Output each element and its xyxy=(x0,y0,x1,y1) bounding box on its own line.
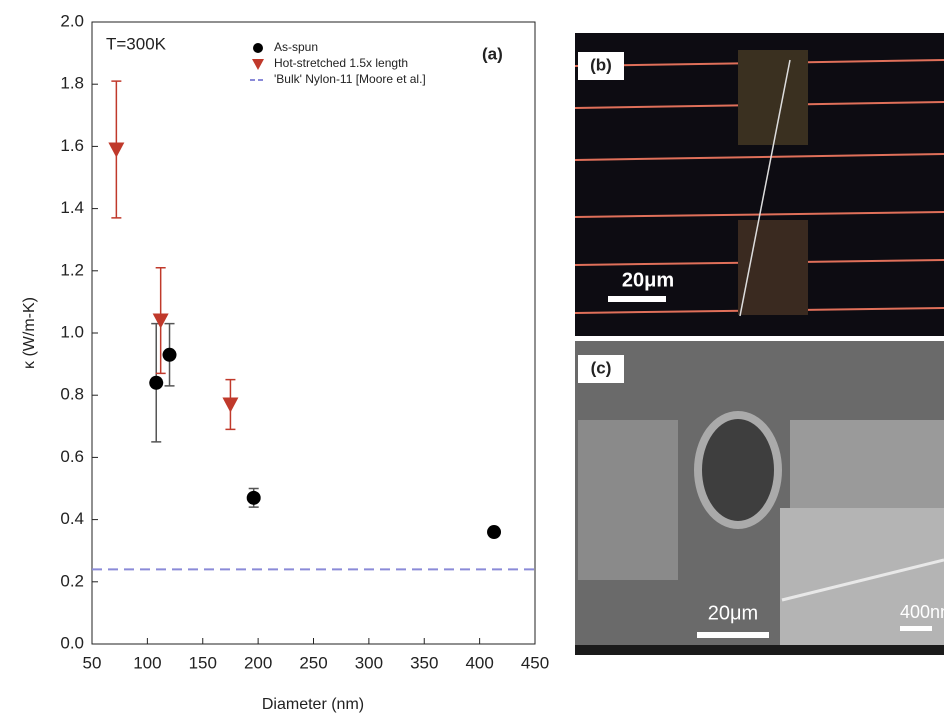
plot-frame xyxy=(92,22,535,644)
x-axis-label: Diameter (nm) xyxy=(262,696,364,713)
scale-label: 400nm xyxy=(900,602,944,622)
y-tick-label: 0.8 xyxy=(60,385,84,404)
x-tick-label: 100 xyxy=(133,653,161,672)
figure: T=300K (a) Diameter (nm) κ (W/m-K) (b) 2… xyxy=(0,0,944,717)
x-tick-label: 200 xyxy=(244,653,272,672)
panel-b: (b) 20μm xyxy=(575,33,944,336)
scale-label: 20μm xyxy=(622,269,674,291)
y-tick-label: 1.6 xyxy=(60,136,84,155)
panel-label: (c) xyxy=(591,358,612,377)
x-tick-label: 250 xyxy=(299,653,327,672)
info-strip xyxy=(575,645,944,655)
y-axis-label: κ (W/m-K) xyxy=(21,297,38,369)
legend-label: Hot-stretched 1.5x length xyxy=(274,56,408,70)
legend-label: As-spun xyxy=(274,40,318,54)
panel-c: (c) 20μm 400nm xyxy=(575,341,944,655)
y-tick-label: 0.6 xyxy=(60,447,84,466)
point xyxy=(108,143,124,158)
x-tick-label: 400 xyxy=(465,653,493,672)
point xyxy=(487,525,501,539)
pad xyxy=(578,420,678,580)
y-tick-label: 1.8 xyxy=(60,74,84,93)
y-tick-label: 1.4 xyxy=(60,198,84,217)
x-tick-label: 50 xyxy=(83,653,102,672)
x-tick-label: 300 xyxy=(355,653,383,672)
panel-label: (a) xyxy=(482,44,503,63)
scale-bar xyxy=(900,626,932,631)
panel-label: (b) xyxy=(590,55,612,74)
x-tick-label: 450 xyxy=(521,653,549,672)
point xyxy=(149,376,163,390)
y-tick-label: 2.0 xyxy=(60,11,84,30)
point xyxy=(163,348,177,362)
pad xyxy=(738,50,808,145)
legend-marker xyxy=(253,43,263,53)
point xyxy=(222,398,238,413)
x-tick-label: 350 xyxy=(410,653,438,672)
legend-label: 'Bulk' Nylon-11 [Moore et al.] xyxy=(274,72,426,86)
y-tick-label: 0.0 xyxy=(60,633,84,652)
y-tick-label: 1.2 xyxy=(60,260,84,279)
pad xyxy=(790,420,944,510)
legend-marker xyxy=(252,59,264,70)
inset xyxy=(780,508,944,646)
annotation: T=300K xyxy=(106,34,167,53)
chart: T=300K (a) Diameter (nm) κ (W/m-K) (b) 2… xyxy=(0,0,944,717)
y-tick-label: 1.0 xyxy=(60,322,84,341)
point xyxy=(247,491,261,505)
shadow xyxy=(698,415,778,525)
scale-bar xyxy=(697,632,769,638)
y-tick-label: 0.4 xyxy=(60,509,84,528)
scale-label: 20μm xyxy=(708,602,758,624)
y-tick-label: 0.2 xyxy=(60,571,84,590)
x-tick-label: 150 xyxy=(189,653,217,672)
scale-bar xyxy=(608,296,666,302)
point xyxy=(153,314,169,329)
pad xyxy=(738,220,808,315)
